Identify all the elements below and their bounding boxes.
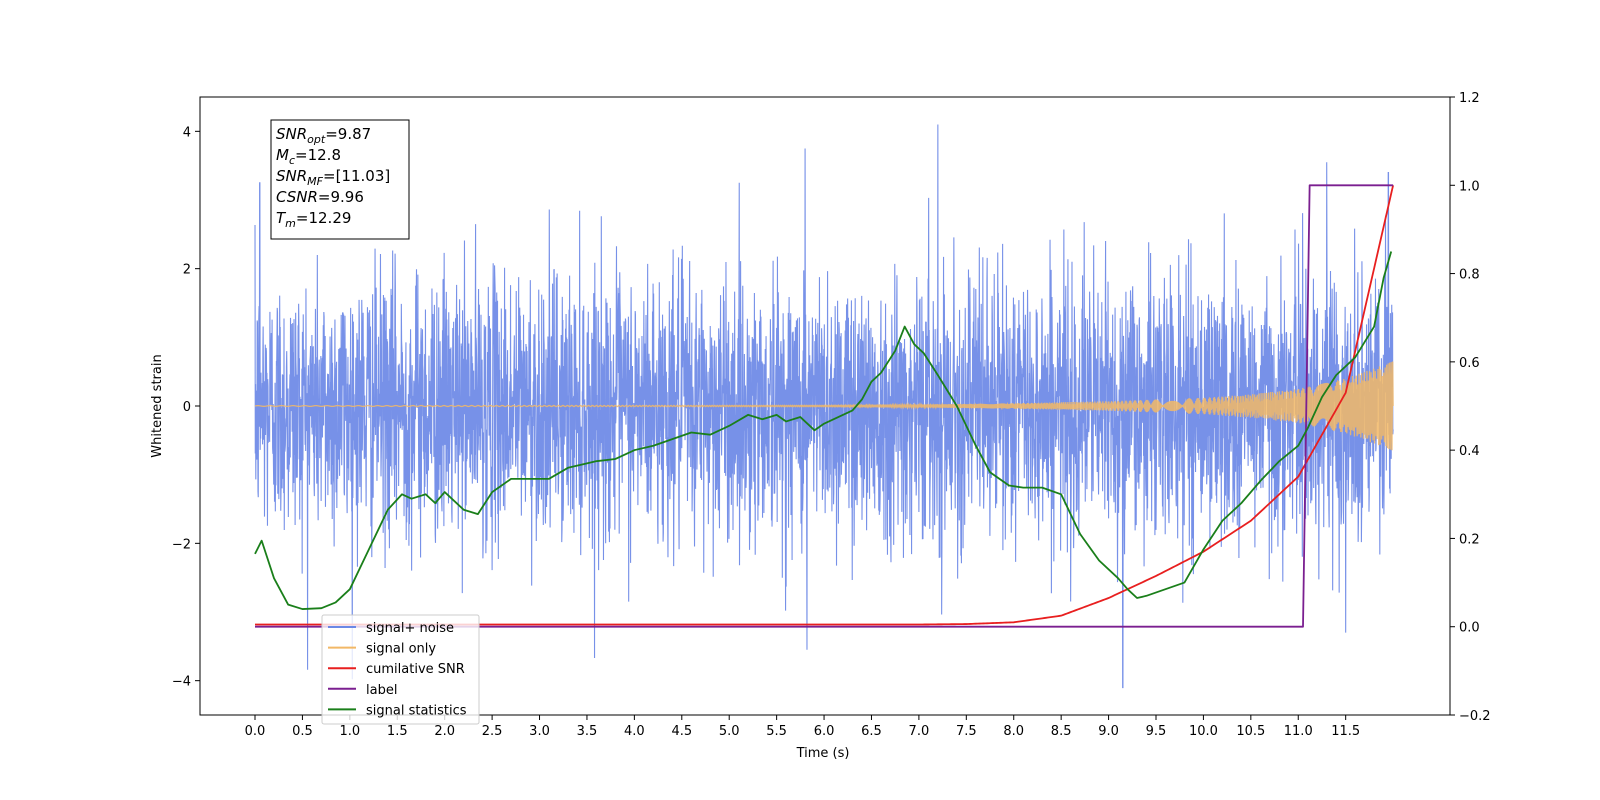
legend: signal+ noise signal only cumilative SNR la…: [321, 614, 480, 725]
legend-label: signal statistics: [366, 703, 467, 718]
x-tick-label: 8.0: [1003, 724, 1024, 739]
x-tick-label: 4.5: [671, 724, 692, 739]
annotation-line: Mc=12.8: [276, 146, 341, 167]
annotation-line: Tm=12.29: [276, 209, 351, 230]
y2-tick-label: 0.8: [1459, 268, 1480, 283]
y2-tick-label: 1.0: [1459, 179, 1480, 194]
x-tick-label: 5.5: [766, 724, 787, 739]
annotation-line: CSNR=9.96: [276, 188, 364, 206]
y2-tick-label: −0.2: [1459, 709, 1491, 724]
x-tick-label: 2.5: [482, 724, 503, 739]
annotation-box: SNRopt=9.87Mc=12.8SNRMF=[11.03]CSNR=9.96…: [270, 119, 410, 240]
annotation-frame: [270, 119, 410, 240]
x-tick-label: 1.5: [387, 724, 408, 739]
y2-tick-label: 0.0: [1459, 621, 1480, 636]
y2-tick-label: 0.2: [1459, 532, 1480, 547]
x-tick-label: 7.0: [909, 724, 930, 739]
legend-label: signal only: [366, 642, 436, 657]
x-tick-label: 9.5: [1146, 724, 1167, 739]
x-tick-label: 3.0: [529, 724, 550, 739]
x-tick-label: 0.0: [245, 724, 266, 739]
annotation-line: SNRopt=9.87: [276, 125, 371, 146]
legend-label: label: [366, 683, 397, 698]
x-tick-label: 0.5: [292, 724, 313, 739]
annotation-line: SNRMF=[11.03]: [276, 167, 390, 188]
x-tick-label: 10.0: [1189, 724, 1218, 739]
x-tick-label: 8.5: [1051, 724, 1072, 739]
series-line-signal-only: [254, 361, 1394, 451]
x-tick-label: 11.5: [1331, 724, 1360, 739]
y-tick-label: 0: [183, 400, 191, 415]
legend-label: signal+ noise: [366, 621, 454, 636]
legend-frame: [321, 614, 480, 725]
x-tick-label: 9.0: [1098, 724, 1119, 739]
x-tick-label: 1.0: [340, 724, 361, 739]
x-tick-label: 4.0: [624, 724, 645, 739]
x-tick-label: 5.0: [719, 724, 740, 739]
y-tick-label: 4: [183, 125, 191, 140]
x-tick-label: 10.5: [1236, 724, 1265, 739]
series-line-label: [255, 184, 1394, 628]
x-tick-label: 6.0: [814, 724, 835, 739]
x-tick-label: 3.5: [577, 724, 598, 739]
y-tick-label: 2: [183, 263, 191, 278]
y-tick-label: −2: [172, 537, 191, 552]
y-tick-label: −4: [172, 675, 191, 690]
x-tick-label: 11.0: [1284, 724, 1313, 739]
x-tick-label: 7.5: [956, 724, 977, 739]
legend-label: cumilative SNR: [366, 662, 465, 677]
y2-tick-label: 0.4: [1459, 444, 1480, 459]
y2-tick-label: 1.2: [1459, 91, 1480, 106]
axes: 0.0 0.5 1.0 1.5 2.0 2.5 3.0 3.5 4.0 4.5 5.0 5.5 6.0 6…: [172, 91, 1491, 739]
x-axis-label: Time (s): [796, 746, 850, 761]
x-tick-label: 2.0: [434, 724, 455, 739]
y-axis-label: Whitened strain: [150, 354, 165, 457]
y2-tick-label: 0.6: [1459, 356, 1480, 371]
series-line-signal-statistics: [254, 251, 1393, 610]
x-tick-label: 6.5: [861, 724, 882, 739]
